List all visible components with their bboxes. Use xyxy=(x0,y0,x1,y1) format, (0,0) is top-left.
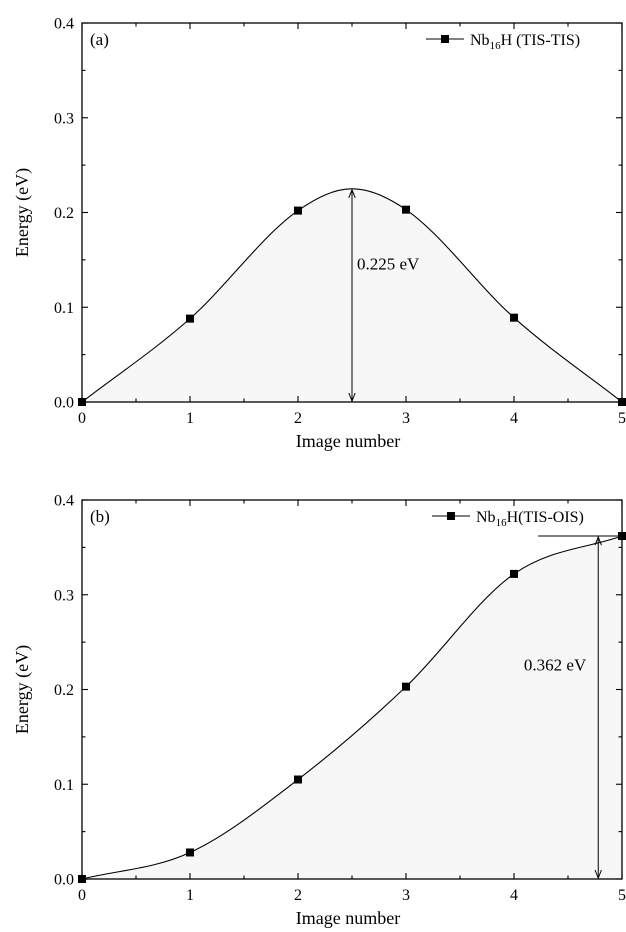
x-axis-title: Image number xyxy=(296,908,400,928)
arrow-head-top xyxy=(594,535,602,546)
data-point xyxy=(618,398,626,406)
data-point xyxy=(402,682,410,691)
barrier-label: 0.362 eV xyxy=(524,656,587,675)
y-tick-label: 0.3 xyxy=(54,110,74,127)
x-axis-title: Image number xyxy=(296,431,400,451)
x-tick-label: 1 xyxy=(186,887,194,904)
data-point xyxy=(510,313,518,322)
x-tick-label: 4 xyxy=(510,887,518,904)
data-point xyxy=(402,205,410,214)
x-tick-label: 1 xyxy=(186,410,194,427)
y-axis-title: Energy (eV) xyxy=(12,645,33,734)
x-tick-label: 0 xyxy=(78,410,86,427)
panel-label: (a) xyxy=(90,30,109,49)
arrow-head-bottom xyxy=(594,869,602,880)
series-line xyxy=(81,535,623,880)
y-tick-label: 0.3 xyxy=(54,587,74,604)
barrier-label: 0.225 eV xyxy=(357,254,420,273)
data-point xyxy=(294,206,302,215)
area-fill xyxy=(82,536,622,879)
data-point xyxy=(78,875,86,883)
arrow-head-top xyxy=(348,188,356,198)
x-tick-label: 3 xyxy=(402,410,410,427)
data-point xyxy=(186,848,194,857)
chart-panel-a: 0 1 2 3 4 5 0.0 0.1 0.2 0.3 0.4 Image number Energy … xyxy=(12,16,626,451)
y-tick-label: 0.2 xyxy=(54,205,74,222)
y-tick-label: 0.4 xyxy=(54,493,74,510)
legend-label: Nb16H(TIS-OIS) xyxy=(476,509,584,529)
legend-label: Nb16H (TIS-TIS) xyxy=(470,32,580,52)
data-point xyxy=(186,314,194,323)
chart-panel-b: 0 1 2 3 4 5 0.0 0.1 0.2 0.3 0.4 Image number Energy … xyxy=(12,493,626,928)
x-tick-label: 3 xyxy=(402,887,410,904)
legend-marker xyxy=(441,35,449,43)
data-point xyxy=(510,569,518,578)
x-tick-label: 5 xyxy=(618,887,626,904)
y-tick-label: 0.1 xyxy=(54,777,74,794)
y-axis-title: Energy (eV) xyxy=(12,168,33,257)
y-tick-label: 0.0 xyxy=(54,872,74,889)
data-point xyxy=(294,775,302,784)
panel-label: (b) xyxy=(90,507,110,526)
y-tick-label: 0.0 xyxy=(54,395,74,412)
legend-marker xyxy=(447,512,455,520)
y-tick-label: 0.4 xyxy=(54,16,74,33)
x-tick-label: 4 xyxy=(510,410,518,427)
data-point xyxy=(78,398,86,406)
x-tick-label: 0 xyxy=(78,887,86,904)
x-tick-label: 2 xyxy=(294,887,302,904)
y-tick-label: 0.2 xyxy=(54,682,74,699)
y-tick-label: 0.1 xyxy=(54,300,74,317)
x-tick-label: 2 xyxy=(294,410,302,427)
x-tick-label: 5 xyxy=(618,410,626,427)
arrow-head-bottom xyxy=(348,392,356,403)
